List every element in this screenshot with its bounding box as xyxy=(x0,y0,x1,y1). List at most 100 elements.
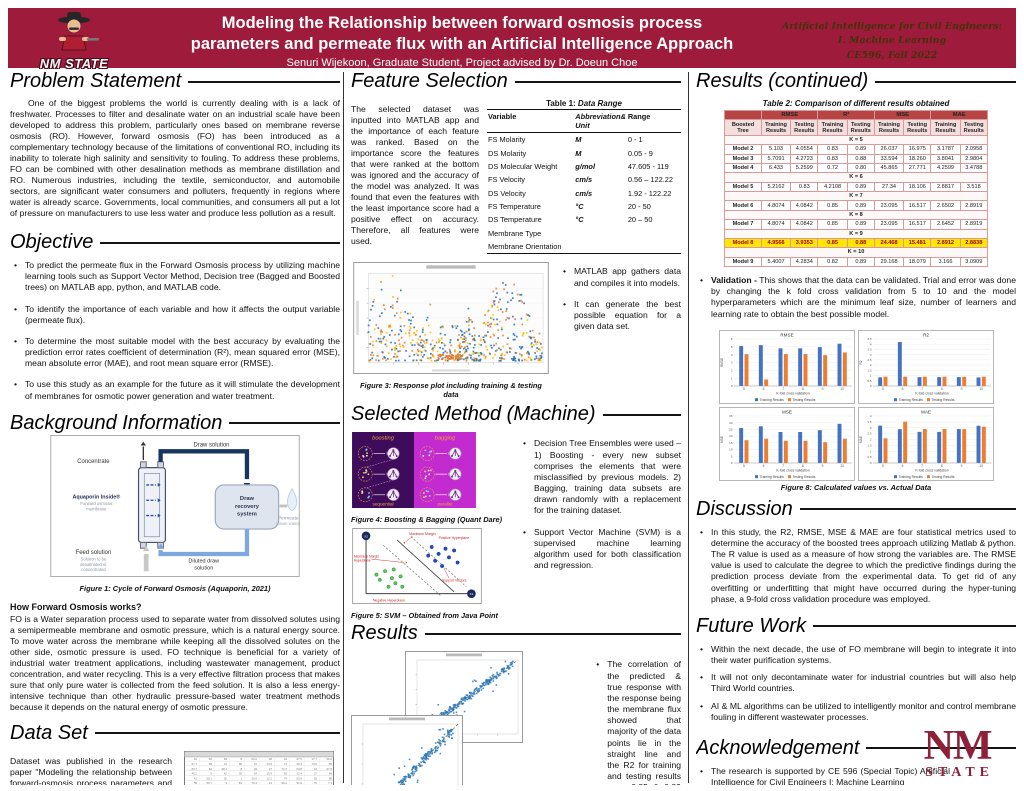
svg-text:2: 2 xyxy=(869,363,871,367)
table1-row: DS Molecular Weight g/mol 47.605 - 119 xyxy=(488,161,669,171)
svg-text:84: 84 xyxy=(224,757,228,761)
svg-text:55: 55 xyxy=(314,776,318,780)
pistol-pete-mascot-icon xyxy=(58,12,99,51)
column-divider-right xyxy=(688,72,689,783)
svg-text:desalinated or: desalinated or xyxy=(80,562,107,567)
svg-text:K-fold cross validation: K-fold cross validation xyxy=(776,391,809,395)
bullet-item: To use this study as an example for the … xyxy=(14,379,340,401)
heading-rule xyxy=(813,625,1016,628)
table2-k-row: K = 6 xyxy=(724,172,988,183)
svg-text:system: system xyxy=(237,511,257,517)
svg-text:42: 42 xyxy=(284,757,288,761)
figure8-grid: RMSE 0 1 2 3 4 5 6 RMSE 5 6 7 8 9 10 K-fold cross valid… xyxy=(696,329,1016,481)
table2-k-row: K = 8 xyxy=(724,209,988,221)
heading-rule xyxy=(188,80,340,83)
table1-row: Membrane Type xyxy=(488,228,542,238)
course-line2: I. Machine Learning xyxy=(837,35,947,47)
svg-text:42: 42 xyxy=(224,771,228,775)
table2-caption: Table 2: Comparison of different results… xyxy=(762,99,950,108)
svg-text:Training Results: Training Results xyxy=(759,475,784,479)
svg-text:8: 8 xyxy=(240,767,242,771)
svg-text:5: 5 xyxy=(730,454,732,458)
svg-text:(clean water): (clean water) xyxy=(276,521,300,526)
heading-rule xyxy=(866,747,1016,750)
svg-text:Permeate: Permeate xyxy=(278,515,299,521)
svg-text:7: 7 xyxy=(782,464,784,468)
table1-row: Membrane Orientation xyxy=(487,240,681,255)
svg-text:3.5: 3.5 xyxy=(867,347,872,351)
svg-text:6: 6 xyxy=(901,387,903,391)
svg-text:9: 9 xyxy=(821,464,823,468)
course-line3: CE596, Fall 2022 xyxy=(846,49,938,61)
bullet-item: AI & ML algorithms can be utilized to in… xyxy=(700,701,1016,723)
svg-text:5: 5 xyxy=(730,345,732,349)
svg-text:57.7: 57.7 xyxy=(192,762,198,766)
svg-text:Support Vectors: Support Vectors xyxy=(442,579,467,583)
svg-text:MAE: MAE xyxy=(921,409,931,414)
poster-title-line1: Modeling the Relationship between forwar… xyxy=(221,14,703,32)
figure2-wrap: 51 60 84 8 60.2 48 42 67.5 17.7 39.2 57.7 59 41 80 31 2… xyxy=(180,750,338,785)
heading-rule xyxy=(94,732,340,735)
svg-text:5: 5 xyxy=(881,464,883,468)
logo-wordmark: NM STATE xyxy=(39,56,109,71)
bullet-item: Within the next decade, the use of FO me… xyxy=(700,644,1016,666)
bullet-item: In this study, the R2, RMSE, MSE & MAE a… xyxy=(700,527,1016,605)
svg-text:7: 7 xyxy=(921,387,923,391)
svg-text:9: 9 xyxy=(960,464,962,468)
svg-text:15.9: 15.9 xyxy=(267,771,273,775)
bullet-item: To determine the most suitable model wit… xyxy=(14,336,340,370)
table1-caption: Table 1: Data Range xyxy=(546,99,622,108)
svg-text:Training Results: Training Results xyxy=(898,398,923,402)
svg-text:10: 10 xyxy=(840,387,844,391)
svg-text:2.5: 2.5 xyxy=(867,431,872,435)
background-body: FO is a Water separation process used to… xyxy=(10,613,340,712)
figure6-block: Figure 6: Predicted values vs. Actual Va… xyxy=(351,651,584,785)
svg-text:1: 1 xyxy=(869,449,871,453)
section-heading-acknowledgement: Acknowledgement xyxy=(696,737,1016,760)
svg-text:55: 55 xyxy=(329,762,333,766)
feature-selection-body: The selected dataset was inputted into M… xyxy=(351,104,479,246)
svg-text:solution: solution xyxy=(194,565,213,571)
section-heading-feature-selection: Feature Selection xyxy=(351,70,681,93)
svg-text:75: 75 xyxy=(314,781,318,785)
course-info: Artificial Intelligence for Civil Engine… xyxy=(778,20,1006,63)
svg-text:27: 27 xyxy=(269,767,273,771)
svg-text:20: 20 xyxy=(729,434,733,438)
svg-text:6: 6 xyxy=(730,337,732,341)
svg-text:97.5: 97.5 xyxy=(327,767,333,771)
svg-text:58.1: 58.1 xyxy=(207,776,213,780)
bullet-item: Decision Tree Ensembles were used – 1) B… xyxy=(523,438,681,516)
svg-text:0: 0 xyxy=(730,461,732,465)
figure5-svm-diagram: X2 X1 Maximum Margin Positive Hyperplane Max… xyxy=(352,528,482,605)
method-figures: boosting bagging sequential parallel Figure… xyxy=(351,432,511,620)
svg-text:15: 15 xyxy=(729,441,733,445)
heading-rule xyxy=(875,80,1016,83)
svg-text:K-fold cross validation: K-fold cross validation xyxy=(915,391,948,395)
table2-model-row: Model 6 4.8074 4.0842 0.85 0.89 23.095 16.517 2… xyxy=(724,200,989,211)
svg-text:4: 4 xyxy=(869,342,871,346)
figure4-boosting-bagging: boosting bagging sequential parallel xyxy=(352,432,476,509)
svg-text:boosting: boosting xyxy=(372,436,395,442)
column-middle: Feature Selection The selected dataset w… xyxy=(351,70,681,785)
svg-text:10: 10 xyxy=(840,464,844,468)
problem-statement-body: One of the biggest problems the world is… xyxy=(10,98,340,218)
column-divider-left xyxy=(343,72,344,783)
figure1-fo-cycle-diagram: Concentrate Draw solution Draw recoverysyst… xyxy=(50,434,301,577)
svg-text:5: 5 xyxy=(881,387,883,391)
svg-text:2: 2 xyxy=(730,368,732,372)
svg-text:6: 6 xyxy=(762,464,764,468)
bullet-item: To identify the importance of each varia… xyxy=(14,304,340,326)
data-set-para1: Dataset was published in the research pa… xyxy=(10,755,172,785)
table1-row: DS Temperature °C 20 – 50 xyxy=(488,215,653,225)
column-left: Problem Statement One of the biggest pro… xyxy=(10,70,340,785)
section-heading-problem-statement: Problem Statement xyxy=(10,70,340,93)
svg-text:59: 59 xyxy=(209,762,213,766)
svg-text:0: 0 xyxy=(869,384,871,388)
svg-text:88: 88 xyxy=(329,776,333,780)
svg-text:59: 59 xyxy=(194,781,198,785)
table2-model-row: Model 9 5.4007 4.2834 0.82 0.89 29.168 18.079 3… xyxy=(724,256,989,268)
validation-bullets: Validation - This shows that the data ca… xyxy=(696,275,1016,320)
table2-model-row: Model 8 4.9566 3.9353 0.85 0.88 24.468 15.481 2… xyxy=(724,237,989,249)
svg-text:41: 41 xyxy=(194,776,198,780)
svg-text:Feed solution: Feed solution xyxy=(76,550,112,556)
